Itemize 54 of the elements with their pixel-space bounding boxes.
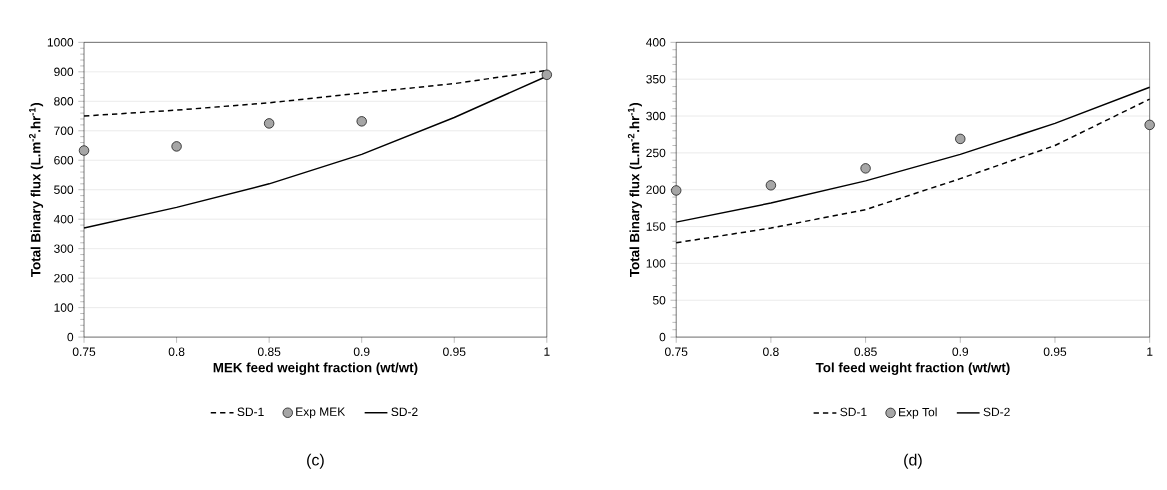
y-tick-label: 350: [646, 74, 666, 84]
y-tick-label: 0: [67, 332, 74, 342]
x-tick-label: 0.75: [72, 347, 96, 356]
point: [671, 185, 682, 196]
x-tick-label: 0.9: [353, 347, 370, 356]
y-tick-label: 400: [53, 214, 74, 224]
y-axis-title: Total Binary flux (L.m$^{-2}$.hr$^{-1}$): [28, 102, 44, 277]
text: (d): [904, 453, 922, 469]
y-tick-label: 600: [54, 155, 74, 165]
y-tick-label: 0: [659, 332, 666, 342]
y-tick-label: 250: [646, 148, 666, 158]
x-tick-label: 0.8: [168, 347, 185, 356]
y-tick-label: 700: [54, 126, 74, 135]
x-tick-label: 0.95: [1043, 347, 1067, 356]
legend-label: SD-2: [391, 407, 418, 416]
point: [1144, 119, 1155, 130]
point: [765, 180, 777, 191]
x-axis-title: MEK feed weight fraction (wt/wt): [213, 362, 418, 375]
legend-label: Exp MEK: [296, 407, 346, 419]
y-tick-label: 200: [646, 185, 666, 194]
y-tick-label: 50: [652, 295, 666, 305]
point: [78, 145, 90, 156]
y-axis-title: Total Binary flux (L.m$^{-2}$.hr$^{-1}$): [627, 102, 642, 277]
x-axis-title: Tol feed weight fraction (wt/wt): [815, 362, 1010, 375]
point: [171, 141, 182, 152]
legend-label: SD-1: [237, 407, 264, 416]
text: (c): [307, 453, 324, 469]
x-tick-label: 1: [1147, 347, 1153, 356]
y-tick-label: 300: [646, 111, 666, 121]
legend-label: SD-2: [983, 407, 1010, 417]
legend-label: Exp Tol: [899, 407, 937, 419]
y-tick-label: 400: [646, 38, 666, 47]
y-tick-label: 100: [54, 303, 74, 312]
y-tick-label: 300: [54, 244, 74, 253]
point: [955, 133, 966, 144]
y-tick-label: 800: [54, 96, 74, 106]
y-tick-label: 150: [646, 222, 666, 231]
x-tick-label: 0.95: [443, 347, 466, 356]
x-tick-label: 0.9: [952, 347, 969, 356]
y-tick-label: 900: [54, 67, 74, 77]
y-tick-label: 100: [646, 259, 666, 268]
point: [541, 69, 552, 80]
point: [264, 118, 275, 129]
y-tick-label: 200: [54, 273, 74, 283]
legend-label: SD-1: [840, 407, 867, 417]
y-tick-label: 1000: [47, 38, 74, 47]
x-tick-label: 1: [544, 347, 550, 356]
point: [860, 163, 871, 174]
x-tick-label: 0.85: [854, 347, 877, 356]
point: [356, 116, 367, 127]
x-tick-label: 0.75: [664, 347, 688, 356]
y-tick-label: 500: [54, 185, 74, 194]
x-tick-label: 0.8: [763, 347, 779, 356]
x-tick-label: 0.85: [257, 347, 281, 356]
